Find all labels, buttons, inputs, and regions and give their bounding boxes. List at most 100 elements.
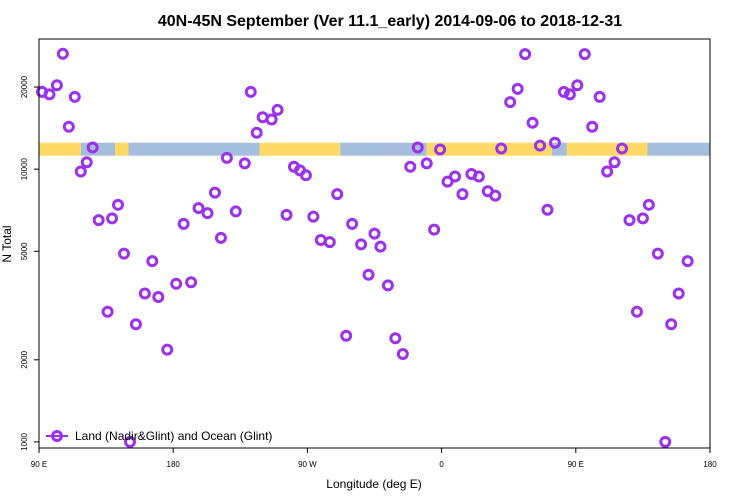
data-point xyxy=(340,329,353,342)
data-point xyxy=(578,48,591,61)
y-axis: 1000 2000 5000 10000 20000 xyxy=(20,75,39,451)
data-point xyxy=(146,255,159,268)
data-point xyxy=(389,332,402,345)
y-tick-label: 5000 xyxy=(20,242,29,260)
y-tick-label: 10000 xyxy=(20,157,29,180)
data-point xyxy=(601,165,614,178)
data-point xyxy=(563,88,576,101)
data-point xyxy=(665,318,678,331)
data-point xyxy=(92,214,105,227)
data-point xyxy=(271,103,284,116)
band-segment-ocean xyxy=(340,142,427,156)
data-point xyxy=(177,217,190,230)
data-point xyxy=(192,202,205,215)
band-segment-land xyxy=(39,142,81,156)
data-point xyxy=(229,205,242,218)
data-point xyxy=(280,208,293,221)
data-point xyxy=(623,214,636,227)
data-point xyxy=(138,287,151,300)
legend-marker xyxy=(51,430,63,442)
data-point xyxy=(434,143,447,156)
chart-title: 40N-45N September (Ver 11.1_early) 2014-… xyxy=(158,13,622,30)
data-point xyxy=(404,160,417,173)
data-point xyxy=(185,276,198,289)
data-point xyxy=(68,90,81,103)
data-point xyxy=(534,139,547,152)
data-point xyxy=(112,198,125,211)
data-point xyxy=(651,247,664,260)
data-point xyxy=(362,268,375,281)
data-point xyxy=(526,116,539,129)
data-point xyxy=(129,318,142,331)
data-point xyxy=(593,90,606,103)
data-point xyxy=(214,231,227,244)
data-point xyxy=(548,136,561,149)
data-point xyxy=(586,120,599,133)
data-point xyxy=(608,156,621,169)
data-point xyxy=(495,142,508,155)
data-point xyxy=(331,188,344,201)
data-point xyxy=(571,79,584,92)
data-point xyxy=(250,126,263,139)
data-point xyxy=(636,212,649,225)
data-point xyxy=(472,170,485,183)
legend: Land (Nadir&Glint) and Ocean (Glint) xyxy=(46,429,272,443)
points-layer xyxy=(35,47,694,448)
data-point xyxy=(368,227,381,240)
data-point xyxy=(220,151,233,164)
band-layer xyxy=(39,142,710,156)
x-axis: 90 E 180 90 W 0 90 E 180 xyxy=(31,448,717,469)
data-point xyxy=(101,305,114,318)
data-point xyxy=(396,348,409,361)
data-point xyxy=(557,85,570,98)
data-point xyxy=(201,207,214,220)
data-point xyxy=(449,170,462,183)
y-tick-label: 20000 xyxy=(20,75,29,98)
x-tick-label: 90 E xyxy=(31,460,47,469)
data-point xyxy=(630,305,643,318)
band-segment-land xyxy=(566,142,648,156)
data-point xyxy=(428,223,441,236)
data-point xyxy=(489,189,502,202)
data-point xyxy=(659,435,672,448)
data-point xyxy=(355,238,368,251)
data-point xyxy=(62,120,75,133)
data-point xyxy=(511,82,524,95)
data-point xyxy=(80,156,93,169)
data-point xyxy=(106,212,119,225)
data-point xyxy=(161,343,174,356)
data-point xyxy=(244,85,257,98)
data-point xyxy=(43,88,56,101)
x-axis-label: Longitude (deg E) xyxy=(326,477,421,491)
band-segment-land xyxy=(426,142,552,156)
y-tick-label: 2000 xyxy=(20,350,29,368)
data-point xyxy=(123,435,136,448)
data-point xyxy=(420,157,433,170)
data-point xyxy=(672,287,685,300)
data-point xyxy=(265,113,278,126)
data-point xyxy=(374,240,387,253)
data-point xyxy=(74,165,87,178)
data-point xyxy=(519,48,532,61)
band-segment-ocean xyxy=(128,142,260,156)
data-point xyxy=(56,47,69,60)
data-point xyxy=(346,217,359,230)
data-point xyxy=(170,277,183,290)
data-point xyxy=(86,141,99,154)
data-point xyxy=(238,157,251,170)
y-axis-label: N Total xyxy=(0,225,14,262)
x-tick-label: 90 E xyxy=(568,460,584,469)
data-point xyxy=(117,247,130,260)
data-point xyxy=(152,290,165,303)
band-segment-land xyxy=(259,142,341,156)
x-tick-label: 180 xyxy=(703,460,717,469)
x-tick-label: 180 xyxy=(167,460,181,469)
data-point xyxy=(299,169,312,182)
data-point xyxy=(307,210,320,223)
x-tick-label: 0 xyxy=(439,460,444,469)
y-tick-label: 1000 xyxy=(20,432,29,450)
data-point xyxy=(411,141,424,154)
data-point xyxy=(616,142,629,155)
data-point xyxy=(541,203,554,216)
